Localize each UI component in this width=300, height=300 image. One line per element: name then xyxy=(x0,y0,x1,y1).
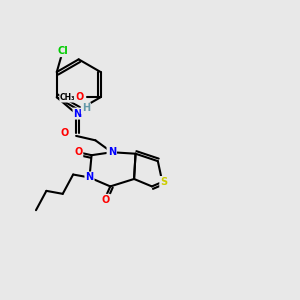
Text: S: S xyxy=(160,177,167,187)
Text: N: N xyxy=(108,147,116,157)
Text: N: N xyxy=(85,172,94,182)
Text: CH₃: CH₃ xyxy=(60,93,76,102)
Text: Cl: Cl xyxy=(57,46,68,56)
Text: H: H xyxy=(82,103,90,113)
Text: O: O xyxy=(61,128,69,138)
Text: O: O xyxy=(74,147,82,157)
Text: N: N xyxy=(74,109,82,118)
Text: O: O xyxy=(76,92,84,102)
Text: O: O xyxy=(102,195,110,205)
Text: N: N xyxy=(108,147,116,157)
